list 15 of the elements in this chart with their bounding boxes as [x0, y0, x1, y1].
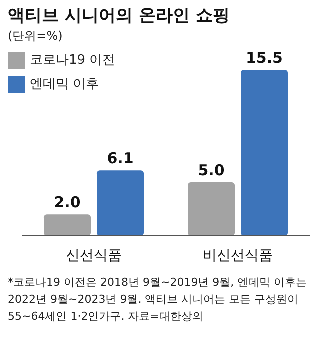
legend-label: 코로나19 이전: [30, 52, 116, 69]
legend-label: 엔데믹 이후: [30, 76, 100, 93]
bar: [188, 182, 235, 236]
bar: [44, 214, 91, 236]
chart-subtitle: (단위=%): [8, 28, 63, 45]
data-label: 2.0: [54, 194, 81, 212]
bar: [241, 70, 288, 236]
x-tick-label: 신선식품: [66, 248, 122, 264]
data-label: 5.0: [198, 161, 225, 180]
bar: [97, 170, 144, 236]
x-tick-label: 비신선식품: [203, 248, 273, 264]
data-label: 6.1: [107, 150, 134, 168]
data-label: 15.5: [246, 49, 284, 67]
text: *코로나19 이전은 2018년 9월~2019년 9월, 엔데믹 이후는 2022년 9월~2023년 9월. 액티브 시니어는 모든 구성원이 55~64세인 1·2인가구. 자료=대한상의: [8, 275, 308, 325]
chart-title: 액티브 시니어의 온라인 쇼핑: [8, 5, 230, 27]
